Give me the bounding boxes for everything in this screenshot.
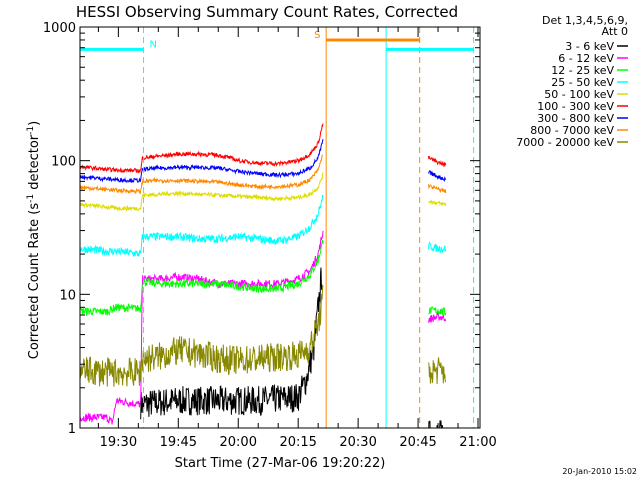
series-tail-100-300-kev bbox=[428, 155, 447, 168]
series-line-50-100-kev bbox=[80, 172, 324, 212]
y-axis-label-main: Corrected Count Rate (s bbox=[27, 203, 42, 360]
y-tick-label: 1 bbox=[68, 422, 76, 437]
axes: 1 10 100 1000 19:30 19:45 20:00 20:15 20:30 20:45… bbox=[43, 21, 497, 450]
legend-label-50-100-kev: 50 - 100 keV bbox=[544, 88, 614, 101]
x-tick-label: 20:45 bbox=[399, 435, 436, 450]
series-line-300-800-kev bbox=[80, 139, 324, 184]
legend-label-800-7000-kev: 800 - 7000 keV bbox=[530, 124, 614, 137]
series-line-7000-20000-kev bbox=[80, 285, 324, 387]
x-tick-label: 21:00 bbox=[459, 435, 496, 450]
x-axis-label: Start Time (27-Mar-06 19:20:22) bbox=[175, 456, 386, 471]
y-tick-label: 10 bbox=[59, 288, 76, 303]
y-tick-label: 100 bbox=[51, 155, 76, 170]
series-tail-3-6-kev bbox=[428, 420, 445, 428]
legend-header: Att 0 bbox=[602, 25, 628, 38]
legend-header: Det 1,3,4,5,6,9, bbox=[542, 14, 628, 27]
y-axis-label-sup2: -1 bbox=[26, 126, 36, 135]
series-line-800-7000-kev bbox=[80, 154, 324, 195]
chart-title: HESSI Observing Summary Count Rates, Cor… bbox=[76, 3, 458, 21]
legend-label-3-6-kev: 3 - 6 keV bbox=[565, 40, 614, 53]
x-tick-label: 20:30 bbox=[339, 435, 376, 450]
flag-label-n: N bbox=[150, 39, 157, 50]
x-tick-label: 19:45 bbox=[160, 435, 197, 450]
x-tick-label: 20:00 bbox=[220, 435, 257, 450]
legend-label-100-300-kev: 100 - 300 keV bbox=[537, 100, 614, 113]
series-tail-800-7000-kev bbox=[428, 184, 447, 194]
legend-label-6-12-kev: 6 - 12 keV bbox=[558, 52, 614, 65]
svg-text:Corrected Count Rate (s-1 dete: Corrected Count Rate (s-1 detector-1) bbox=[26, 121, 42, 359]
x-tick-label: 20:15 bbox=[279, 435, 316, 450]
y-axis-label-mid: detector bbox=[27, 134, 42, 194]
legend-label-25-50-kev: 25 - 50 keV bbox=[551, 76, 614, 89]
y-tick-label: 1000 bbox=[43, 21, 76, 36]
legend-label-7000-20000-kev: 7000 - 20000 keV bbox=[516, 136, 614, 149]
series-line-6-12-kev bbox=[80, 230, 324, 425]
plot-area: NS bbox=[80, 27, 475, 428]
y-axis-label-sup1: -1 bbox=[26, 194, 36, 203]
series-line-12-25-kev bbox=[80, 239, 324, 317]
y-axis-label: Corrected Count Rate (s-1 detector-1) bbox=[26, 121, 42, 359]
x-tick-label: 19:30 bbox=[100, 435, 137, 450]
series-line-100-300-kev bbox=[80, 123, 324, 174]
legend-label-300-800-kev: 300 - 800 keV bbox=[537, 112, 614, 125]
timestamp: 20-Jan-2010 15:02 bbox=[562, 467, 637, 476]
series-tail-12-25-kev bbox=[428, 306, 447, 316]
y-axis-label-end: ) bbox=[27, 121, 42, 126]
series-line-25-50-kev bbox=[80, 195, 324, 258]
series-tail-25-50-kev bbox=[428, 241, 447, 254]
legend-label-12-25-kev: 12 - 25 keV bbox=[551, 64, 614, 77]
series-tail-50-100-kev bbox=[428, 199, 447, 207]
flag-label-s: S bbox=[314, 30, 320, 41]
series-tail-300-800-kev bbox=[428, 170, 447, 183]
series-line-3-6-kev bbox=[140, 267, 323, 420]
series-tail-7000-20000-kev bbox=[428, 357, 447, 385]
series-tail-6-12-kev bbox=[428, 311, 447, 323]
plot-frame bbox=[79, 26, 481, 429]
